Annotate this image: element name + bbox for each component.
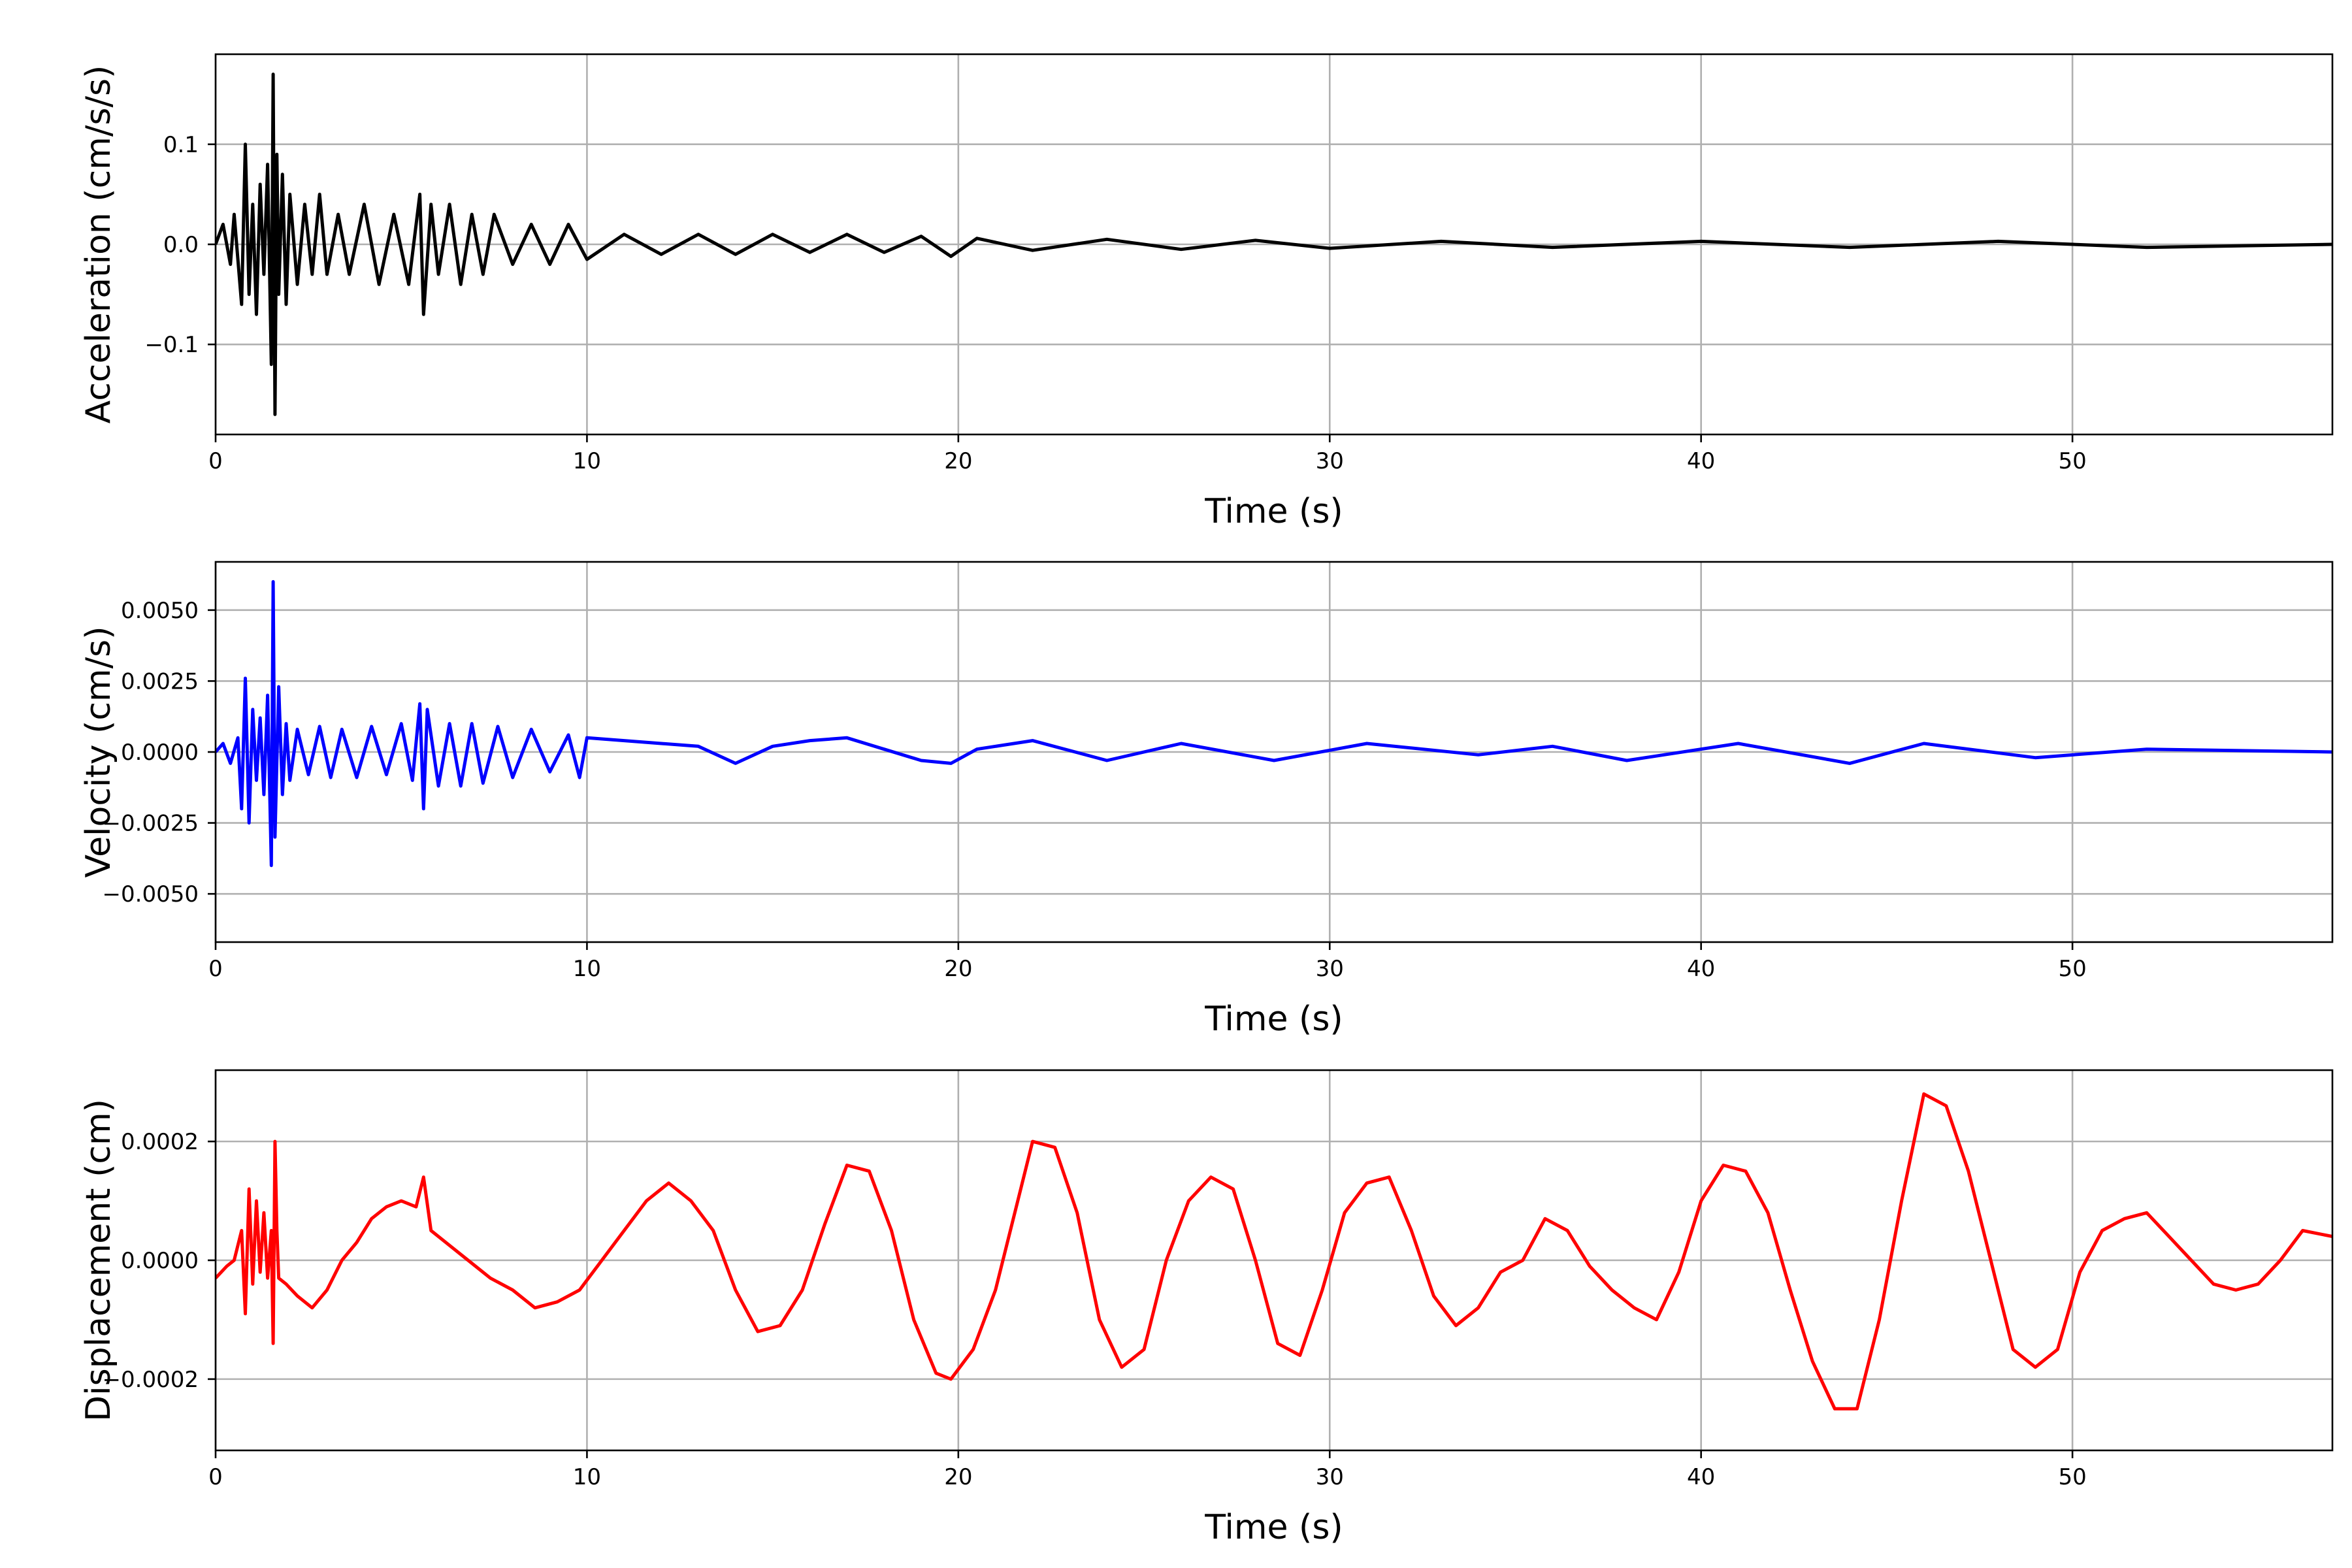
acceleration-x-tick-label: 30 <box>1316 448 1344 474</box>
acceleration-x-axis-label: Time (s) <box>1204 492 1343 531</box>
displacement-x-tick-label: 0 <box>208 1464 223 1490</box>
velocity-y-tick-label: 0.0050 <box>121 598 199 624</box>
acceleration-y-tick-label: −0.1 <box>144 332 199 358</box>
acceleration-y-axis-label: Acceleration (cm/s/s) <box>79 65 118 424</box>
velocity-x-tick-label: 30 <box>1316 956 1344 982</box>
acceleration-x-tick-label: 10 <box>573 448 601 474</box>
acceleration-panel: 0 10 20 30 40 50 −0.1 0.0 0.1 Time (s) Acceleratio… <box>79 53 2334 531</box>
displacement-y-tick-label: 0.0000 <box>121 1248 199 1274</box>
velocity-y-tick-label: 0.0025 <box>121 668 199 694</box>
displacement-series-line <box>216 1092 2332 1411</box>
velocity-series-line <box>216 580 2332 868</box>
displacement-x-tick-label: 50 <box>2058 1464 2086 1490</box>
displacement-y-tick-label: 0.0002 <box>121 1129 199 1155</box>
velocity-y-axis-label: Velocity (cm/s) <box>79 627 118 878</box>
velocity-y-tick-label: −0.0025 <box>103 811 199 837</box>
velocity-y-tick-label: 0.0000 <box>121 740 199 766</box>
displacement-x-tick-label: 20 <box>944 1464 972 1490</box>
displacement-y-tick-label: −0.0002 <box>103 1367 199 1393</box>
velocity-panel: 0 10 20 30 40 50 −0.0050 −0.0025 0.0000 0.0025 0.0… <box>79 561 2334 1039</box>
displacement-x-axis-label: Time (s) <box>1204 1508 1343 1547</box>
velocity-x-tick-label: 40 <box>1687 956 1715 982</box>
velocity-x-axis-label: Time (s) <box>1204 1000 1343 1039</box>
velocity-x-tick-label: 50 <box>2058 956 2086 982</box>
chart-panels: 0 10 20 30 40 50 −0.1 0.0 0.1 Time (s) Acceleratio… <box>79 53 2334 1547</box>
acceleration-x-tick-label: 50 <box>2058 448 2086 474</box>
acceleration-y-tick-label: 0.0 <box>163 232 199 258</box>
velocity-y-tick-label: −0.0050 <box>103 881 199 907</box>
velocity-x-tick-label: 0 <box>208 956 223 982</box>
acceleration-x-tick-label: 40 <box>1687 448 1715 474</box>
velocity-x-tick-label: 20 <box>944 956 972 982</box>
displacement-x-tick-label: 10 <box>573 1464 601 1490</box>
displacement-x-tick-label: 30 <box>1316 1464 1344 1490</box>
velocity-x-tick-label: 10 <box>573 956 601 982</box>
acceleration-y-tick-label: 0.1 <box>163 132 199 158</box>
acceleration-x-tick-label: 20 <box>944 448 972 474</box>
displacement-y-axis-label: Displacement (cm) <box>79 1099 118 1422</box>
acceleration-x-tick-label: 0 <box>208 448 223 474</box>
acceleration-series-line <box>216 73 2332 416</box>
displacement-panel: 0 10 20 30 40 50 −0.0002 0.0000 0.0002 Time (s) Di… <box>79 1069 2334 1547</box>
displacement-x-tick-label: 40 <box>1687 1464 1715 1490</box>
